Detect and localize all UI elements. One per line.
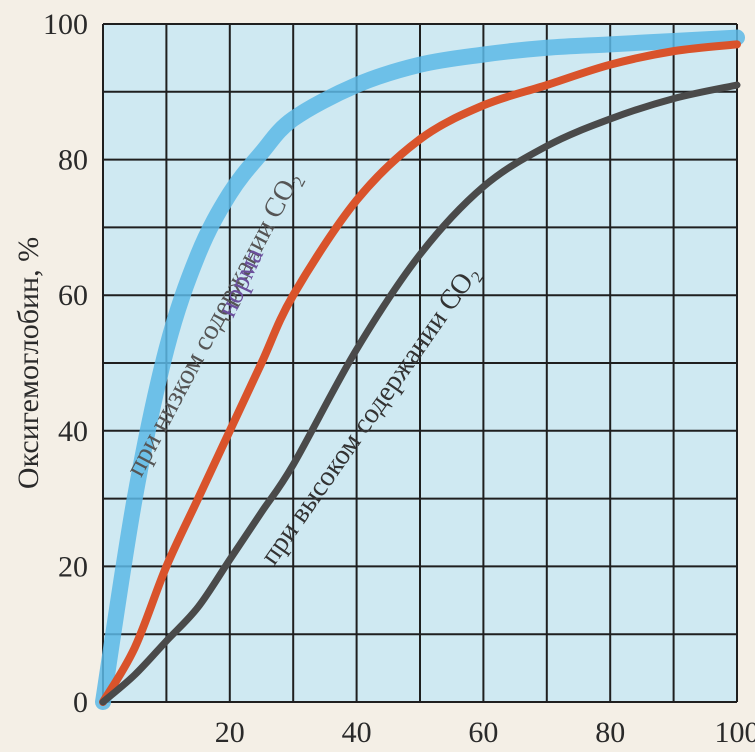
y-tick-label: 60 — [58, 279, 88, 312]
curves — [95, 29, 745, 710]
x-tick-label: 20 — [215, 716, 245, 749]
x-tick-label: 40 — [342, 716, 372, 749]
x-tick-label: 80 — [595, 716, 625, 749]
grid — [102, 23, 738, 703]
curve-high-co2 — [99, 81, 741, 706]
curve-low-co2 — [95, 29, 745, 710]
y-tick-label: 20 — [58, 550, 88, 583]
x-tick-label: 100 — [715, 716, 755, 749]
y-tick-label: 100 — [43, 8, 88, 41]
x-tick-label: 60 — [468, 716, 498, 749]
y-axis-title: Оксигемоглобин, % — [12, 237, 45, 489]
y-tick-label: 40 — [58, 415, 88, 448]
tick-labels: 0 20 40 60 80 100 20 40 60 80 100 — [43, 8, 755, 749]
y-tick-label: 0 — [73, 686, 88, 719]
y-tick-label: 80 — [58, 144, 88, 177]
curve-norm — [99, 40, 741, 706]
